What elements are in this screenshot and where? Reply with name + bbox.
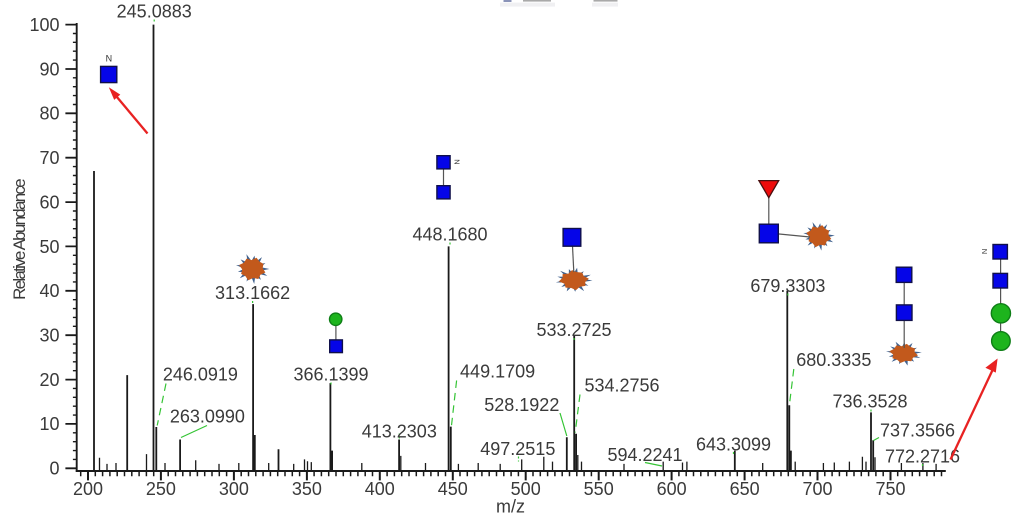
svg-text:N: N <box>980 249 989 254</box>
svg-text:594.2241: 594.2241 <box>607 445 682 465</box>
svg-text:246.0919: 246.0919 <box>163 365 238 385</box>
svg-text:750: 750 <box>875 479 905 499</box>
svg-text:448.1680: 448.1680 <box>412 225 487 245</box>
svg-text:600: 600 <box>657 479 687 499</box>
svg-text:40: 40 <box>39 281 59 301</box>
svg-text:772.2716: 772.2716 <box>885 447 960 467</box>
svg-text:10: 10 <box>39 414 59 434</box>
svg-text:680.3335: 680.3335 <box>796 350 871 370</box>
svg-text:449.1709: 449.1709 <box>460 362 535 382</box>
svg-text:250: 250 <box>146 479 176 499</box>
svg-text:400: 400 <box>365 479 395 499</box>
svg-text:497.2515: 497.2515 <box>480 439 555 459</box>
svg-text:679.3303: 679.3303 <box>750 276 825 296</box>
svg-text:200: 200 <box>73 479 103 499</box>
svg-text:80: 80 <box>39 104 59 124</box>
svg-text:500: 500 <box>511 479 541 499</box>
svg-text:20: 20 <box>39 370 59 390</box>
svg-text:245.0883: 245.0883 <box>117 2 192 22</box>
svg-text:737.3566: 737.3566 <box>880 421 955 441</box>
svg-text:366.1399: 366.1399 <box>293 365 368 385</box>
svg-text:70: 70 <box>39 148 59 168</box>
svg-text:534.2756: 534.2756 <box>584 376 659 396</box>
svg-text:50: 50 <box>39 237 59 257</box>
svg-text:30: 30 <box>39 326 59 346</box>
svg-text:300: 300 <box>219 479 249 499</box>
svg-text:736.3528: 736.3528 <box>832 392 907 412</box>
svg-text:N: N <box>106 54 113 64</box>
svg-text:N: N <box>452 159 461 164</box>
svg-text:700: 700 <box>802 479 832 499</box>
svg-text:550: 550 <box>584 479 614 499</box>
svg-text:533.2725: 533.2725 <box>536 320 611 340</box>
svg-text:450: 450 <box>438 479 468 499</box>
svg-text:413.2303: 413.2303 <box>362 422 437 442</box>
svg-text:90: 90 <box>39 59 59 79</box>
svg-text:0: 0 <box>49 459 59 479</box>
svg-text:m/z: m/z <box>496 497 525 517</box>
svg-text:263.0990: 263.0990 <box>170 407 245 427</box>
svg-text:60: 60 <box>39 192 59 212</box>
svg-text:650: 650 <box>730 479 760 499</box>
svg-text:313.1662: 313.1662 <box>215 283 290 303</box>
svg-text:100: 100 <box>29 15 59 35</box>
svg-text:350: 350 <box>292 479 322 499</box>
svg-text:528.1922: 528.1922 <box>484 395 559 415</box>
svg-text:643.3099: 643.3099 <box>696 435 771 455</box>
svg-text:Relative Abundance: Relative Abundance <box>10 179 29 300</box>
